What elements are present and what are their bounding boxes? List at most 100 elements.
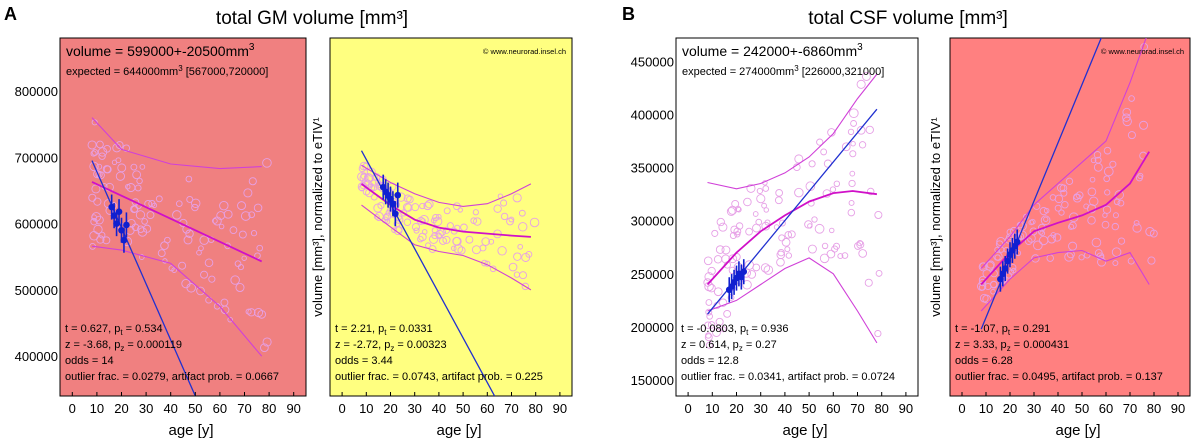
x-tick-label: 70: [850, 401, 864, 416]
cohort-point: [979, 293, 989, 303]
cohort-point: [191, 203, 199, 212]
cohort-point: [850, 120, 857, 127]
cohort-point: [704, 333, 713, 342]
cohort-point: [253, 307, 264, 318]
cohort-point: [521, 282, 530, 291]
cohort-point: [978, 278, 987, 287]
cohort-point: [146, 211, 155, 220]
cohort-point: [752, 263, 761, 272]
cohort-point: [481, 237, 490, 246]
cohort-point: [1147, 256, 1156, 265]
x-tick-label: 20: [729, 401, 743, 416]
cohort-point: [979, 262, 987, 270]
cohort-point: [1031, 254, 1040, 263]
subject-point: [392, 210, 399, 217]
cohort-point: [472, 209, 479, 216]
cohort-point: [866, 187, 875, 196]
cohort-point: [400, 209, 408, 217]
cohort-point: [393, 226, 403, 236]
cohort-point: [1137, 172, 1144, 179]
cohort-point: [91, 184, 101, 194]
cohort-point: [731, 199, 740, 208]
cohort-point: [1112, 212, 1119, 219]
stat-line: odds = 14: [65, 355, 114, 367]
cohort-point: [419, 214, 429, 225]
cohort-point: [248, 211, 256, 219]
cohort-point: [707, 266, 716, 276]
cohort-point: [178, 261, 187, 270]
cohort-point: [1090, 157, 1097, 164]
cohort-point: [1005, 272, 1013, 279]
cohort-point: [220, 305, 230, 315]
cohort-point: [525, 250, 533, 258]
cohort-point: [715, 317, 724, 326]
x-tick-label: 70: [504, 401, 518, 416]
x-tick-label: 30: [1027, 401, 1041, 416]
cohort-point: [143, 224, 152, 233]
cohort-point: [841, 142, 851, 152]
cohort-point: [715, 245, 725, 254]
cohort-point: [442, 235, 451, 244]
x-tick-label: 10: [90, 401, 104, 416]
cohort-point: [235, 283, 245, 293]
cohort-point: [720, 326, 727, 333]
cohort-point: [1087, 187, 1097, 197]
cohort-point: [451, 245, 457, 252]
x-axis-label: age [y]: [168, 422, 213, 438]
x-tick-label: 40: [163, 401, 177, 416]
y-tick-label: 700000: [15, 150, 58, 165]
cohort-point: [423, 201, 432, 211]
subject-point: [110, 212, 118, 219]
cohort-point: [1016, 221, 1024, 229]
x-tick-label: 80: [1147, 401, 1161, 416]
cohort-point: [1114, 190, 1124, 200]
x-tick-label: 30: [753, 401, 767, 416]
cohort-point: [707, 283, 716, 293]
cohort-point: [864, 278, 873, 287]
cohort-point: [125, 184, 131, 190]
cohort-point: [1122, 107, 1132, 117]
cohort-point: [358, 184, 365, 192]
cohort-point: [493, 204, 502, 213]
cohort-point: [431, 227, 439, 234]
regression-line: [91, 160, 196, 396]
cohort-point: [229, 226, 238, 235]
panel-title: total CSF volume [mm³]: [808, 8, 1008, 29]
x-tick-label: 40: [778, 401, 792, 416]
cohort-point: [756, 187, 763, 195]
cohort-point: [1054, 194, 1064, 204]
cohort-point: [1056, 183, 1066, 193]
cohort-point: [1039, 207, 1048, 216]
cohort-point: [1039, 230, 1046, 237]
cohort-point: [707, 321, 716, 329]
stat-line: t = -0.0803, pt = 0.936: [681, 323, 788, 337]
cohort-point: [1061, 200, 1069, 209]
x-tick-label: 80: [528, 401, 542, 416]
cohort-point: [1040, 215, 1051, 226]
cohort-point: [460, 223, 468, 232]
lower-confidence-band: [361, 204, 532, 291]
cohort-point: [130, 163, 138, 171]
subject-point: [118, 226, 125, 234]
cohort-point: [736, 206, 742, 213]
cohort-point: [1075, 191, 1084, 200]
cohort-point: [847, 128, 855, 136]
cohort-point: [219, 200, 229, 211]
cohort-point: [787, 230, 796, 239]
cohort-point: [848, 108, 859, 119]
cohort-point: [850, 140, 856, 147]
stat-line: outlier frac. = 0.0341, artifact prob. =…: [681, 371, 895, 383]
watermark: © www.neurorad.insel.ch: [483, 47, 566, 56]
cohort-point: [847, 208, 856, 217]
cohort-point: [1104, 189, 1111, 196]
cohort-point: [816, 138, 824, 146]
cohort-point: [429, 234, 439, 244]
y-tick-label: 300000: [631, 214, 674, 229]
x-tick-label: 70: [1123, 401, 1137, 416]
cohort-point: [97, 147, 108, 157]
cohort-point: [1101, 220, 1110, 229]
cohort-point: [373, 213, 380, 220]
x-tick-label: 50: [802, 401, 816, 416]
